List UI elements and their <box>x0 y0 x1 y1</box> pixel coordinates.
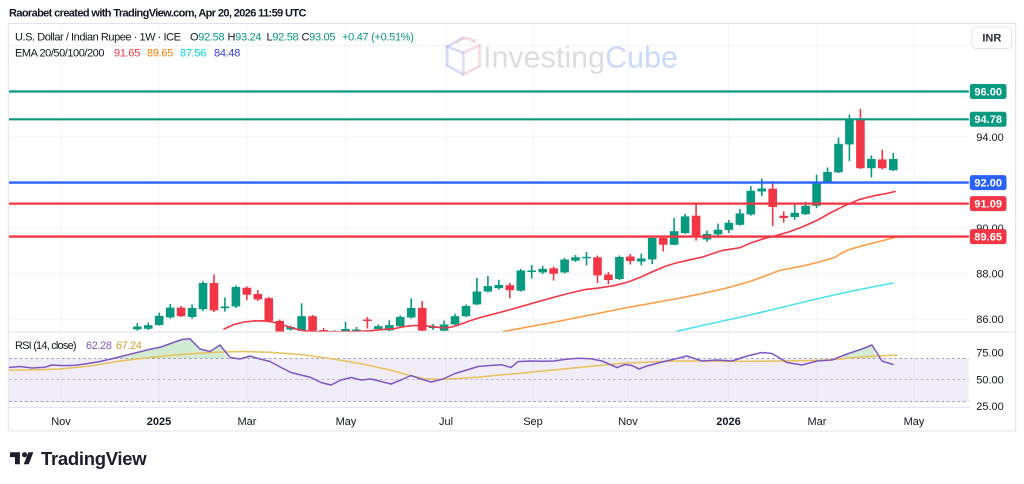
svg-text:Nov: Nov <box>51 416 71 428</box>
svg-text:Nov: Nov <box>618 416 638 428</box>
svg-text:92.00: 92.00 <box>974 177 1002 189</box>
svg-text:Jul: Jul <box>439 416 453 428</box>
svg-text:86.00: 86.00 <box>976 314 1004 326</box>
svg-text:RSI (14, close): RSI (14, close) <box>15 340 76 352</box>
svg-text:TradingView: TradingView <box>41 448 147 469</box>
svg-text:89.65: 89.65 <box>974 231 1002 243</box>
svg-text:25.00: 25.00 <box>976 401 1004 413</box>
svg-text:75.00: 75.00 <box>976 347 1004 359</box>
svg-text:Sep: Sep <box>523 416 543 428</box>
svg-text:Mar: Mar <box>808 416 827 428</box>
svg-text:EMA 20/50/100/200: EMA 20/50/100/200 <box>15 48 104 60</box>
svg-text:2026: 2026 <box>716 416 740 428</box>
svg-text:Raorabet created with TradingV: Raorabet created with TradingView.com, A… <box>9 8 306 20</box>
svg-text:2025: 2025 <box>147 416 171 428</box>
svg-text:94.78: 94.78 <box>974 114 1002 126</box>
svg-text:50.00: 50.00 <box>976 374 1004 386</box>
svg-text:91.09: 91.09 <box>974 198 1002 210</box>
svg-text:94.00: 94.00 <box>976 132 1004 144</box>
svg-text:INR: INR <box>982 33 1001 45</box>
svg-text:Mar: Mar <box>238 416 257 428</box>
svg-text:May: May <box>336 416 357 428</box>
svg-text:May: May <box>904 416 925 428</box>
svg-text:88.00: 88.00 <box>976 268 1004 280</box>
svg-text:U.S. Dollar / Indian Rupee · 1: U.S. Dollar / Indian Rupee · 1W · ICE <box>15 32 181 44</box>
svg-text:96.00: 96.00 <box>974 86 1002 98</box>
svg-text:InvestingCube: InvestingCube <box>483 41 678 75</box>
